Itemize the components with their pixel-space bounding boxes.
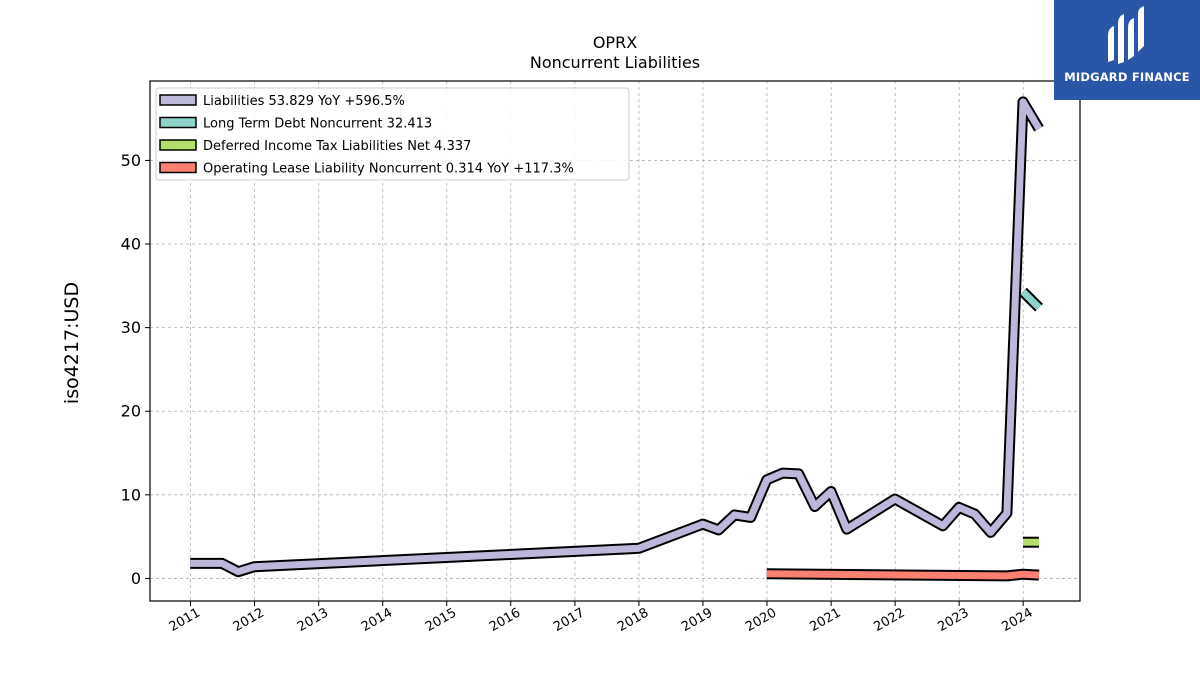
x-tick-label: 2020 [743,605,779,635]
brand-name: MIDGARD FINANCE [1064,70,1190,84]
x-tick-label: 2019 [679,605,715,635]
legend-swatch [159,139,197,151]
x-tick-label: 2013 [295,605,331,635]
y-axis-label: iso4217:USD [61,282,83,404]
x-tick-label: 2022 [871,605,907,635]
legend: Liabilities 53.829 YoY +596.5% Long Term … [155,87,630,181]
y-tick-label: 50 [121,151,141,170]
legend-entry: Long Term Debt Noncurrent 32.413 [203,117,432,132]
x-tick-label: 2011 [167,605,203,635]
x-tick-label: 2023 [935,605,971,635]
plot-frame [149,80,1081,602]
x-tick-label: 2024 [999,605,1035,635]
legend-swatch [159,116,197,129]
y-tick-label: 0 [131,569,141,588]
x-tick-label: 2012 [231,605,267,635]
legend-entry: Operating Lease Liability Noncurrent 0.3… [203,162,574,177]
legend-entry: Liabilities 53.829 YoY +596.5% [203,94,405,109]
brand-logo: MIDGARD FINANCE [1054,0,1200,100]
x-tick-label: 2018 [615,605,651,635]
legend-swatch [159,94,197,106]
brand-mark-icon [1108,6,1144,64]
series-layer [190,96,1044,582]
legend-entry: Deferred Income Tax Liabilities Net 4.33… [203,139,471,154]
y-tick-label: 30 [121,318,141,337]
y-tick-label: 40 [121,235,141,254]
x-tick-label: 2015 [423,605,459,635]
x-tick-label: 2021 [807,605,843,635]
chart-title: OPRX [593,33,637,52]
series-line-1 [1020,289,1042,311]
legend-swatch [159,161,197,174]
x-tick-label: 2016 [487,605,523,635]
x-tick-label: 2017 [551,605,587,635]
x-tick-label: 2014 [359,605,395,635]
y-tick-label: 20 [121,402,141,421]
legend-box [155,87,630,181]
series-line-3 [766,570,1040,580]
y-tick-label: 10 [121,485,141,504]
series-line-0 [190,98,1043,576]
chart-subtitle: Noncurrent Liabilities [530,53,700,72]
